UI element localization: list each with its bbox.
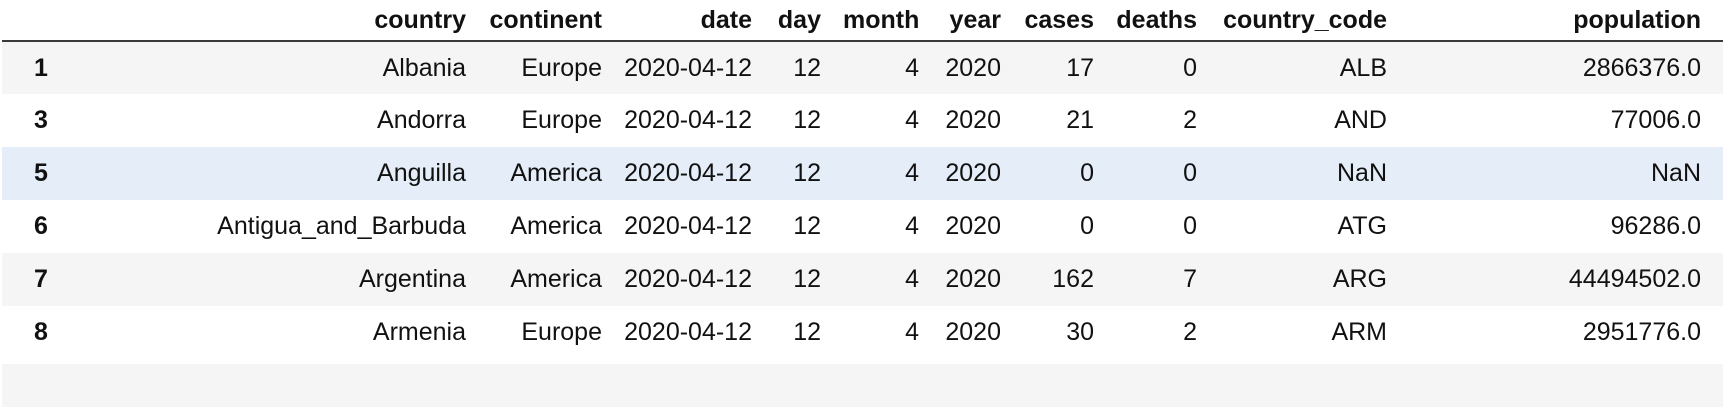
cell-cases: 162 xyxy=(1052,265,1094,293)
cell-day: 12 xyxy=(793,318,821,346)
cell-continent: Europe xyxy=(521,106,602,134)
cell-month: 4 xyxy=(905,212,919,240)
cell-population: 96286.0 xyxy=(1610,212,1701,240)
cell-country-code: ARG xyxy=(1332,265,1387,293)
table-body: 1 Albania Europe 2020-04-12 12 4 2020 17 0 ALB 286… xyxy=(2,41,1723,359)
row-index: 5 xyxy=(34,159,48,187)
cell-deaths: 0 xyxy=(1183,53,1197,82)
cell-year: 2020 xyxy=(945,106,1001,134)
table-row[interactable]: 6 Antigua_and_Barbuda America 2020-04-12 12 4… xyxy=(2,200,1723,253)
table-row[interactable]: 7 Argentina America 2020-04-12 12 4 2020 162 7 AR… xyxy=(2,253,1723,306)
dataframe-table: country continent date day month year ca… xyxy=(2,0,1723,359)
cell-continent: America xyxy=(510,212,602,240)
cell-year: 2020 xyxy=(945,212,1001,240)
cell-cases: 0 xyxy=(1080,159,1094,187)
row-index: 3 xyxy=(34,106,48,134)
cell-country-code: NaN xyxy=(1336,159,1387,187)
column-header-day: day xyxy=(774,0,843,42)
cell-deaths: 2 xyxy=(1183,318,1197,346)
cell-date: 2020-04-12 xyxy=(624,53,752,82)
cell-month: 4 xyxy=(905,159,919,187)
cell-day: 12 xyxy=(793,265,821,293)
cell-population: 2951776.0 xyxy=(1582,318,1701,346)
table-row[interactable]: 8 Armenia Europe 2020-04-12 12 4 2020 30 2 ARM 295… xyxy=(2,306,1723,359)
cell-continent: America xyxy=(510,265,602,293)
cell-cases: 17 xyxy=(1066,53,1094,82)
cell-year: 2020 xyxy=(945,159,1001,187)
cell-country: Argentina xyxy=(358,265,466,293)
index-header xyxy=(2,0,68,42)
cell-country: Anguilla xyxy=(377,159,466,187)
row-index: 8 xyxy=(34,318,48,346)
cell-continent: America xyxy=(510,159,602,187)
cell-day: 12 xyxy=(793,212,821,240)
cell-continent: Europe xyxy=(521,318,602,346)
cell-year: 2020 xyxy=(945,318,1001,346)
cell-country-code: AND xyxy=(1334,106,1387,134)
cell-population: NaN xyxy=(1650,159,1701,187)
row-index: 7 xyxy=(34,265,48,293)
next-row-strip xyxy=(2,364,1723,407)
cell-country: Antigua_and_Barbuda xyxy=(217,212,466,240)
cell-continent: Europe xyxy=(521,53,602,82)
cell-deaths: 7 xyxy=(1183,265,1197,293)
column-header-cases: cases xyxy=(1023,0,1116,42)
table-row[interactable]: 1 Albania Europe 2020-04-12 12 4 2020 17 0 ALB 286… xyxy=(2,41,1723,94)
cell-cases: 30 xyxy=(1066,318,1094,346)
cell-population: 44494502.0 xyxy=(1568,265,1701,293)
cell-date: 2020-04-12 xyxy=(624,265,752,293)
cell-date: 2020-04-12 xyxy=(624,318,752,346)
cell-country-code: ARM xyxy=(1331,318,1387,346)
cell-deaths: 0 xyxy=(1183,159,1197,187)
header-row: country continent date day month year ca… xyxy=(2,0,1723,42)
cell-deaths: 0 xyxy=(1183,212,1197,240)
cell-day: 12 xyxy=(793,159,821,187)
cell-date: 2020-04-12 xyxy=(624,159,752,187)
cell-month: 4 xyxy=(905,53,919,82)
cell-population: 2866376.0 xyxy=(1582,53,1701,82)
cell-country: Albania xyxy=(382,53,466,82)
cell-day: 12 xyxy=(793,106,821,134)
cell-month: 4 xyxy=(905,106,919,134)
cell-year: 2020 xyxy=(945,53,1001,82)
cell-population: 77006.0 xyxy=(1610,106,1701,134)
cell-country: Armenia xyxy=(372,318,466,346)
column-header-year: year xyxy=(941,0,1023,42)
cell-cases: 0 xyxy=(1080,212,1094,240)
column-header-deaths: deaths xyxy=(1116,0,1219,42)
row-index: 6 xyxy=(34,212,48,240)
cell-country-code: ALB xyxy=(1339,53,1387,82)
column-header-country: country xyxy=(68,0,488,42)
column-header-population: population xyxy=(1409,0,1723,42)
table-row[interactable]: 3 Andorra Europe 2020-04-12 12 4 2020 21 2 AND 770… xyxy=(2,94,1723,147)
cell-month: 4 xyxy=(905,265,919,293)
cell-cases: 21 xyxy=(1066,106,1094,134)
table-row[interactable]: 5 Anguilla America 2020-04-12 12 4 2020 0 0 NaN Na… xyxy=(2,147,1723,200)
cell-deaths: 2 xyxy=(1183,106,1197,134)
column-header-continent: continent xyxy=(488,0,624,42)
cell-date: 2020-04-12 xyxy=(624,106,752,134)
column-header-date: date xyxy=(624,0,774,42)
cell-day: 12 xyxy=(793,53,821,82)
cell-year: 2020 xyxy=(945,265,1001,293)
cell-date: 2020-04-12 xyxy=(624,212,752,240)
cell-country: Andorra xyxy=(377,106,466,134)
cell-month: 4 xyxy=(905,318,919,346)
column-header-month: month xyxy=(843,0,941,42)
cell-country-code: ATG xyxy=(1337,212,1387,240)
column-header-country-code: country_code xyxy=(1219,0,1409,42)
row-index: 1 xyxy=(34,53,48,82)
